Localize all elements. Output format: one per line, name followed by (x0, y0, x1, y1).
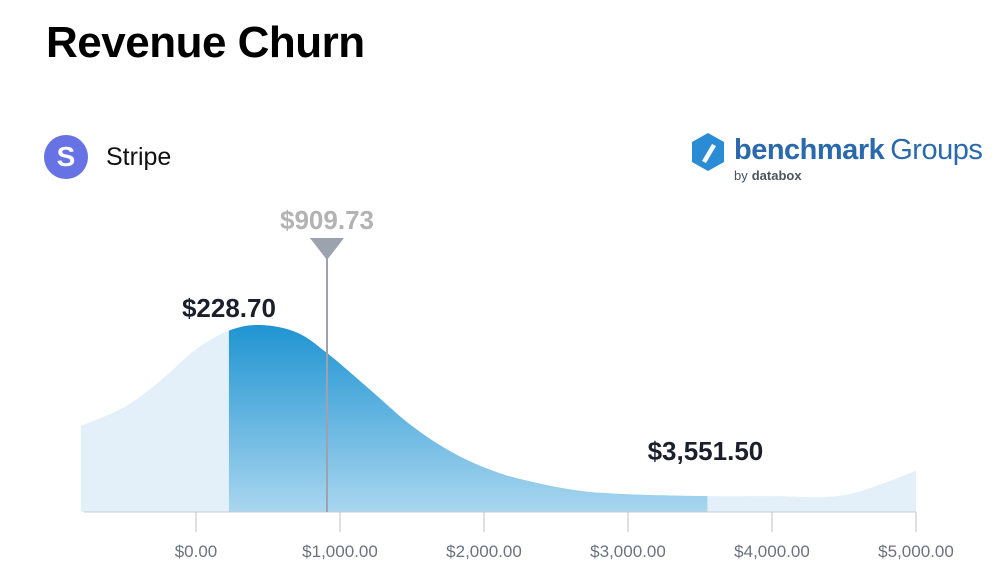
x-tick-label: $3,000.00 (590, 542, 666, 561)
brand-name-bold: benchmark (734, 134, 885, 166)
x-tick-label: $4,000.00 (734, 542, 810, 561)
range-low-label: $228.70 (182, 293, 276, 323)
median-marker (310, 238, 345, 260)
brand-by: by (734, 168, 748, 183)
benchmark-hexagon-icon (692, 133, 724, 171)
source-name: Stripe (106, 142, 172, 171)
data-source: S Stripe (44, 135, 171, 179)
benchmark-groups-logo: benchmark Groups by databox (690, 132, 983, 188)
x-tick-label: $5,000.00 (878, 542, 954, 561)
brand-sub: databox (751, 168, 802, 183)
x-tick-label: $0.00 (175, 542, 218, 561)
x-tick-label: $2,000.00 (446, 542, 522, 561)
stripe-logo-icon: S (44, 135, 88, 179)
page-title: Revenue Churn (46, 18, 365, 67)
median-label: $909.73 (280, 205, 374, 235)
range-high-label: $3,551.50 (648, 436, 764, 466)
x-tick-label: $1,000.00 (302, 542, 378, 561)
brand-name-light: Groups (890, 134, 983, 166)
distribution-area-range (228, 324, 708, 512)
